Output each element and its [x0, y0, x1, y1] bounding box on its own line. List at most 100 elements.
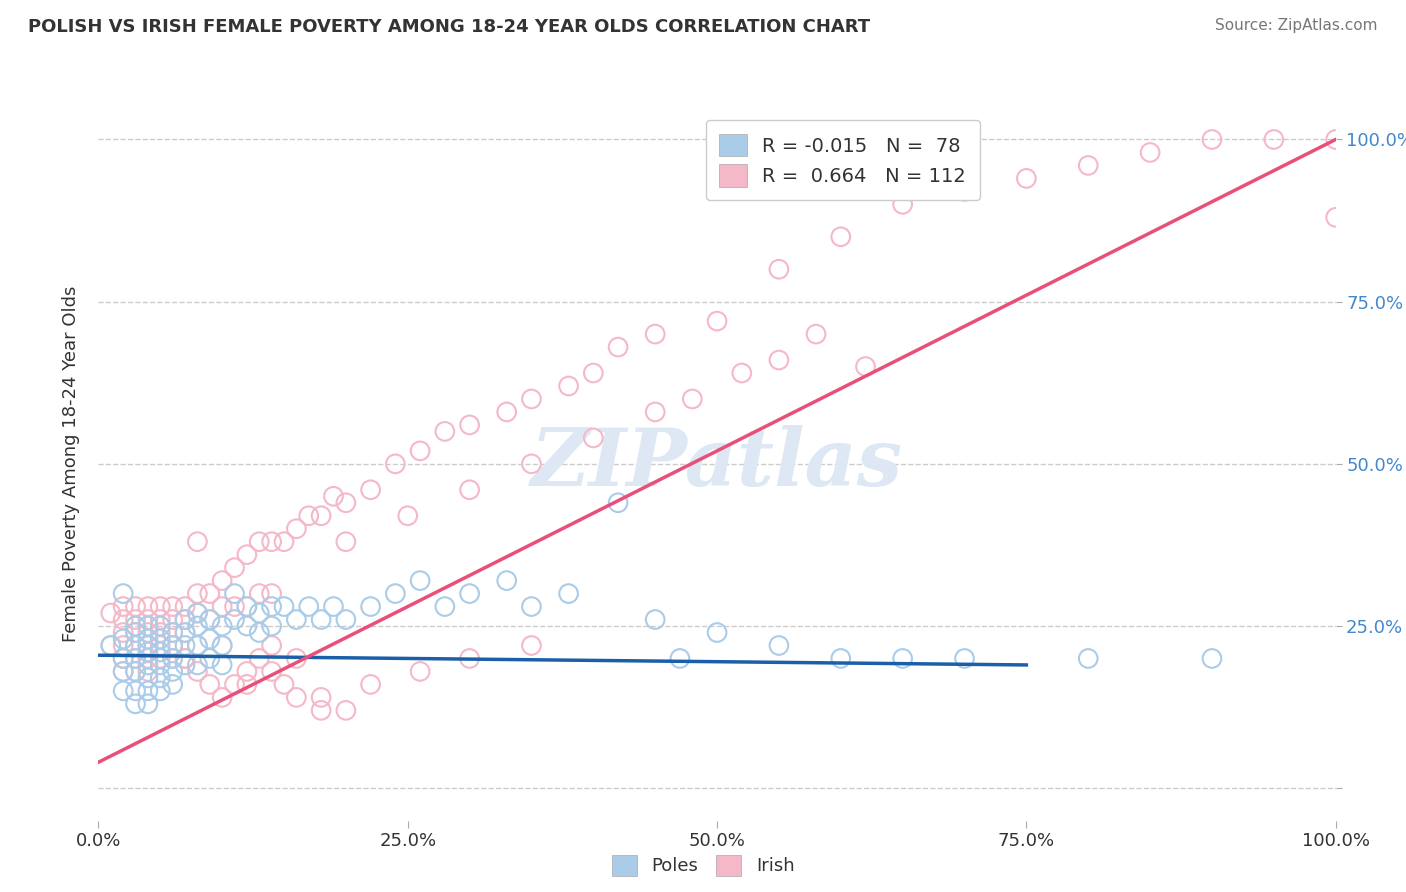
- Point: [520, 599, 543, 614]
- Point: [136, 657, 159, 672]
- Point: [247, 625, 270, 640]
- Point: [112, 639, 135, 653]
- Point: [136, 684, 159, 698]
- Point: [112, 625, 135, 640]
- Point: [768, 353, 790, 368]
- Point: [607, 496, 630, 510]
- Point: [174, 639, 197, 653]
- Point: [198, 613, 221, 627]
- Point: [706, 314, 728, 328]
- Point: [458, 586, 481, 600]
- Point: [644, 327, 666, 342]
- Point: [224, 677, 246, 691]
- Point: [149, 684, 172, 698]
- Point: [136, 671, 159, 685]
- Point: [298, 599, 321, 614]
- Point: [706, 625, 728, 640]
- Point: [1324, 211, 1347, 225]
- Point: [124, 619, 146, 633]
- Point: [136, 639, 159, 653]
- Point: [136, 651, 159, 665]
- Point: [520, 457, 543, 471]
- Point: [396, 508, 419, 523]
- Point: [309, 613, 332, 627]
- Point: [681, 392, 703, 406]
- Point: [236, 599, 259, 614]
- Point: [607, 340, 630, 354]
- Point: [260, 534, 283, 549]
- Point: [149, 613, 172, 627]
- Point: [224, 599, 246, 614]
- Point: [162, 625, 184, 640]
- Point: [112, 651, 135, 665]
- Point: [830, 229, 852, 244]
- Point: [1201, 132, 1223, 146]
- Point: [136, 639, 159, 653]
- Point: [260, 619, 283, 633]
- Point: [1015, 171, 1038, 186]
- Point: [285, 613, 308, 627]
- Point: [236, 665, 259, 679]
- Point: [186, 665, 208, 679]
- Point: [260, 665, 283, 679]
- Point: [1139, 145, 1161, 160]
- Point: [112, 586, 135, 600]
- Point: [162, 639, 184, 653]
- Point: [162, 613, 184, 627]
- Point: [162, 651, 184, 665]
- Point: [162, 665, 184, 679]
- Point: [124, 697, 146, 711]
- Point: [186, 657, 208, 672]
- Point: [124, 639, 146, 653]
- Point: [285, 522, 308, 536]
- Point: [409, 443, 432, 458]
- Point: [669, 651, 692, 665]
- Point: [186, 606, 208, 620]
- Point: [136, 613, 159, 627]
- Point: [285, 651, 308, 665]
- Point: [136, 619, 159, 633]
- Point: [236, 548, 259, 562]
- Point: [198, 677, 221, 691]
- Point: [149, 625, 172, 640]
- Point: [186, 619, 208, 633]
- Point: [149, 599, 172, 614]
- Point: [855, 359, 877, 374]
- Point: [186, 534, 208, 549]
- Point: [124, 625, 146, 640]
- Point: [644, 405, 666, 419]
- Point: [260, 639, 283, 653]
- Point: [236, 599, 259, 614]
- Point: [149, 651, 172, 665]
- Point: [198, 632, 221, 646]
- Point: [557, 586, 579, 600]
- Point: [112, 665, 135, 679]
- Text: POLISH VS IRISH FEMALE POVERTY AMONG 18-24 YEAR OLDS CORRELATION CHART: POLISH VS IRISH FEMALE POVERTY AMONG 18-…: [28, 18, 870, 36]
- Point: [360, 599, 382, 614]
- Point: [174, 613, 197, 627]
- Point: [149, 632, 172, 646]
- Point: [198, 651, 221, 665]
- Point: [186, 586, 208, 600]
- Point: [136, 599, 159, 614]
- Point: [384, 586, 406, 600]
- Point: [136, 632, 159, 646]
- Point: [433, 425, 456, 439]
- Point: [247, 651, 270, 665]
- Point: [174, 657, 197, 672]
- Point: [174, 625, 197, 640]
- Point: [112, 684, 135, 698]
- Point: [1077, 651, 1099, 665]
- Point: [198, 586, 221, 600]
- Point: [495, 405, 517, 419]
- Point: [384, 457, 406, 471]
- Point: [186, 639, 208, 653]
- Legend: Poles, Irish: Poles, Irish: [605, 847, 801, 883]
- Point: [247, 586, 270, 600]
- Point: [236, 619, 259, 633]
- Point: [124, 625, 146, 640]
- Point: [309, 508, 332, 523]
- Point: [891, 651, 914, 665]
- Point: [112, 632, 135, 646]
- Point: [211, 599, 233, 614]
